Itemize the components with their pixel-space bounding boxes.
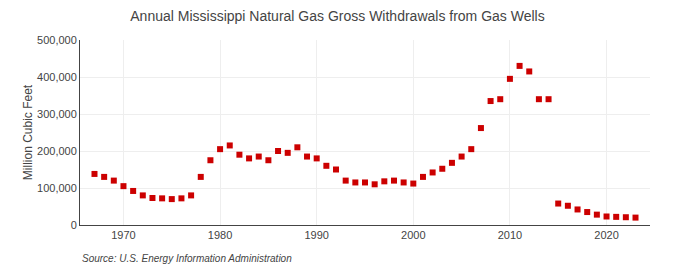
svg-text:Million Cubic Feet: Million Cubic Feet xyxy=(21,84,35,180)
svg-text:400,000: 400,000 xyxy=(37,71,77,83)
svg-text:2010: 2010 xyxy=(498,229,522,241)
svg-text:1970: 1970 xyxy=(111,229,135,241)
svg-text:1990: 1990 xyxy=(304,229,328,241)
svg-text:100,000: 100,000 xyxy=(37,182,77,194)
svg-text:Annual Mississippi Natural Gas: Annual Mississippi Natural Gas Gross Wit… xyxy=(130,8,544,24)
svg-text:0: 0 xyxy=(71,219,77,231)
svg-text:200,000: 200,000 xyxy=(37,145,77,157)
svg-text:300,000: 300,000 xyxy=(37,108,77,120)
svg-text:2020: 2020 xyxy=(594,229,618,241)
svg-text:1980: 1980 xyxy=(208,229,232,241)
svg-text:Source: U.S. Energy Informatio: Source: U.S. Energy Information Administ… xyxy=(82,253,292,264)
svg-text:500,000: 500,000 xyxy=(37,34,77,46)
svg-text:2000: 2000 xyxy=(401,229,425,241)
